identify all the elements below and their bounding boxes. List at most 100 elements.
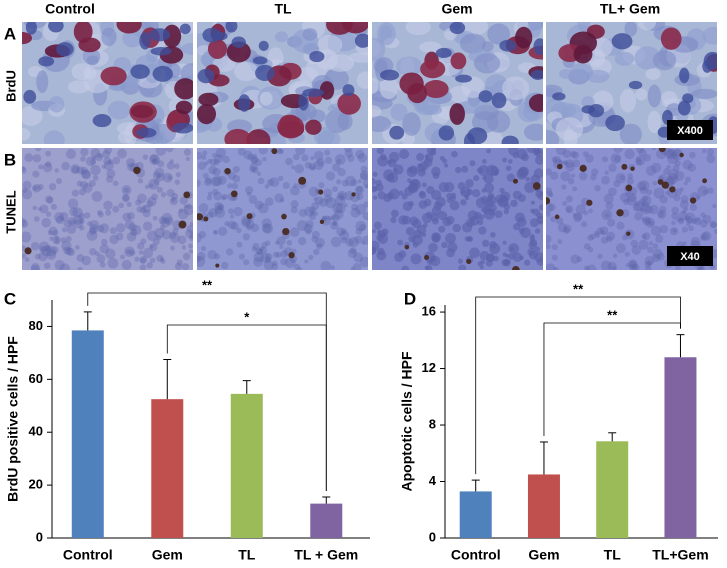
apoptotic-cell — [351, 192, 356, 197]
cell — [151, 193, 158, 201]
cell — [394, 252, 404, 262]
cell — [136, 193, 147, 204]
cell — [480, 195, 489, 205]
bar — [459, 491, 492, 538]
cell — [652, 50, 677, 71]
cell — [561, 184, 567, 190]
cell — [624, 22, 638, 37]
cell — [482, 239, 490, 248]
cell — [123, 187, 130, 193]
cell — [261, 223, 272, 234]
cell — [304, 161, 312, 169]
cell — [418, 200, 428, 209]
cell — [594, 184, 601, 192]
cell — [619, 88, 637, 113]
nucleus-blue — [491, 92, 507, 109]
cell — [305, 228, 312, 235]
apoptotic-cell — [466, 258, 472, 264]
nucleus-blue — [533, 38, 543, 56]
nucleus-blue — [449, 22, 466, 35]
apoptotic-cell — [630, 166, 635, 171]
column-header: Control — [45, 1, 95, 17]
cell — [22, 127, 31, 141]
cell — [324, 156, 333, 165]
bar — [151, 399, 184, 538]
cell — [686, 222, 691, 227]
magnification: X400 — [677, 125, 703, 137]
cell — [61, 240, 72, 252]
nucleus — [175, 100, 193, 115]
cell — [423, 157, 433, 167]
cell — [664, 190, 670, 196]
cell — [212, 176, 223, 187]
cell — [585, 154, 594, 163]
cell — [418, 191, 427, 199]
apoptotic-cell — [556, 163, 563, 170]
cell — [682, 241, 687, 246]
cell — [343, 148, 353, 153]
cell — [338, 192, 345, 199]
cell — [638, 239, 649, 250]
cell — [85, 156, 96, 167]
cell — [485, 74, 508, 95]
cell — [147, 196, 157, 207]
cell — [350, 266, 355, 270]
cell — [445, 232, 456, 244]
cell — [518, 166, 530, 178]
cell — [362, 212, 368, 221]
cell — [607, 218, 616, 227]
cell — [679, 187, 685, 192]
cell — [46, 196, 54, 204]
cell — [304, 206, 315, 217]
cell — [625, 263, 630, 268]
cell — [241, 218, 251, 228]
cell — [99, 244, 109, 254]
column-header: TL — [274, 1, 292, 17]
cell — [264, 256, 272, 264]
cell — [22, 167, 27, 174]
cell — [37, 184, 44, 191]
bar — [664, 357, 697, 538]
cell — [672, 228, 678, 233]
cell — [513, 222, 521, 231]
cell — [534, 246, 541, 253]
micrograph — [22, 148, 193, 270]
cell — [323, 188, 333, 198]
bar — [310, 503, 343, 538]
cell — [66, 247, 75, 257]
cell — [189, 232, 193, 239]
cell — [503, 208, 510, 215]
cell — [316, 243, 323, 250]
micrograph — [197, 148, 368, 270]
cell — [396, 56, 423, 77]
cell — [355, 149, 365, 159]
cell — [413, 229, 422, 239]
cell — [678, 211, 688, 221]
cell — [42, 162, 53, 173]
cell — [538, 220, 543, 225]
cell — [645, 218, 651, 224]
cell — [635, 88, 648, 101]
micrograph-content — [197, 148, 368, 270]
cell — [619, 123, 642, 144]
cell — [76, 254, 85, 262]
cell — [506, 173, 516, 182]
cell — [73, 214, 84, 225]
cell — [714, 228, 717, 234]
cell — [666, 148, 677, 160]
cell — [182, 252, 191, 261]
y-tick-label: 4 — [429, 473, 437, 488]
cell — [512, 252, 523, 263]
apoptotic-cell — [512, 178, 519, 184]
cell — [232, 174, 241, 183]
cell — [204, 178, 212, 187]
cell — [685, 216, 694, 224]
cell — [167, 175, 173, 181]
cell — [48, 96, 65, 113]
apoptotic-cell — [183, 191, 191, 199]
cell — [580, 221, 588, 228]
cell — [449, 200, 460, 211]
cell — [401, 265, 410, 270]
cell — [149, 257, 156, 264]
